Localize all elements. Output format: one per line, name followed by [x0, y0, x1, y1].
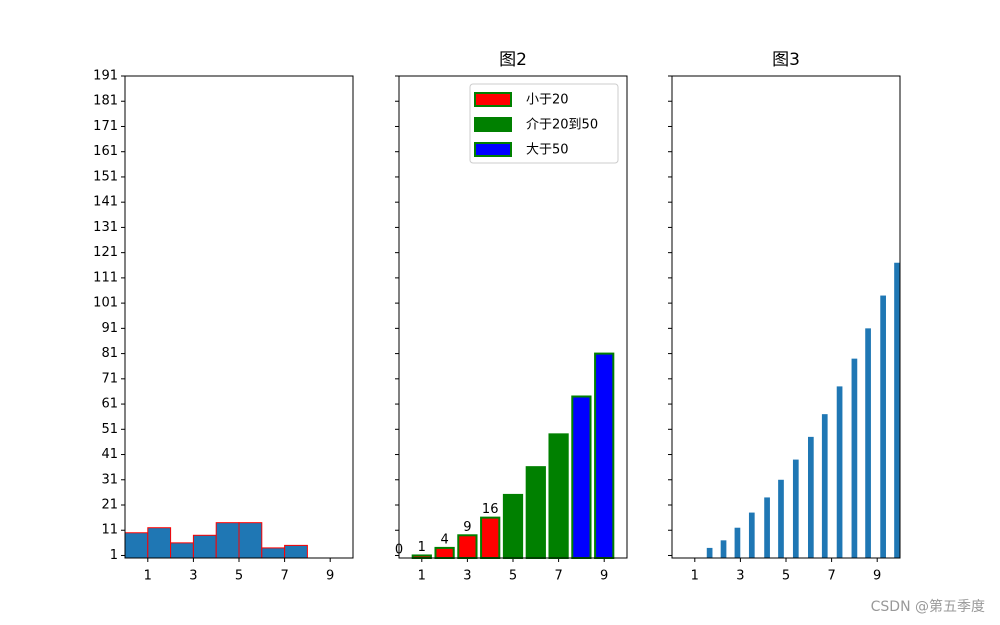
bar [457, 534, 478, 560]
histogram-bar [147, 527, 172, 559]
histogram-bar [192, 534, 217, 559]
y-tick-label: 91 [101, 321, 118, 336]
y-tick-label: 131 [93, 220, 118, 235]
legend-label: 介于20到50 [526, 118, 598, 133]
x-tick-label: 1 [144, 569, 152, 584]
y-tick-label: 1 [110, 548, 118, 563]
legend-label: 小于20 [526, 93, 569, 108]
x-tick-label: 3 [189, 569, 197, 584]
x-tick-label: 5 [235, 569, 243, 584]
legend-swatch [474, 92, 512, 107]
x-tick-label: 7 [280, 569, 288, 584]
y-tick-label: 71 [101, 371, 118, 386]
chart-title: 图2 [499, 50, 527, 70]
histogram-bar [284, 544, 308, 559]
histogram-bar [238, 522, 263, 559]
bar [808, 436, 814, 558]
y-tick-label: 151 [93, 169, 118, 184]
watermark: CSDN @第五季度 [871, 598, 985, 615]
bar [764, 497, 770, 558]
data-label: 9 [463, 520, 471, 535]
y-tick-label: 161 [93, 144, 118, 159]
legend-swatch [474, 117, 512, 132]
histogram-bar [261, 547, 286, 559]
bar [821, 414, 828, 558]
y-tick-label: 11 [101, 523, 118, 538]
y-tick-label: 121 [93, 245, 118, 260]
data-label: 1 [418, 540, 426, 555]
x-tick-label: 3 [463, 569, 471, 584]
x-tick-label: 9 [873, 569, 881, 584]
y-tick-label: 51 [101, 422, 118, 437]
x-tick-label: 9 [600, 569, 608, 584]
y-tick-label: 61 [101, 397, 118, 412]
bar [880, 295, 886, 558]
bar [480, 516, 501, 560]
bar [434, 546, 455, 560]
histogram-bar [215, 522, 240, 559]
y-tick-label: 41 [101, 447, 118, 462]
y-tick-label: 31 [101, 472, 118, 487]
y-tick-label: 171 [93, 119, 118, 134]
x-tick-label: 7 [827, 569, 835, 584]
bar [734, 527, 741, 558]
bar [706, 547, 713, 558]
x-tick-label: 5 [782, 569, 790, 584]
x-tick-label: 1 [418, 569, 426, 584]
axes-frame [671, 75, 901, 559]
bar [720, 540, 727, 558]
histogram-bar [170, 542, 194, 559]
x-tick-label: 5 [509, 569, 517, 584]
bar [594, 352, 615, 559]
y-tick-label: 111 [93, 270, 118, 285]
y-tick-label: 191 [93, 69, 118, 84]
bar [851, 358, 858, 558]
x-tick-label: 1 [691, 569, 699, 584]
data-label: 4 [440, 532, 448, 547]
bar [548, 433, 569, 559]
bar [865, 328, 871, 558]
x-tick-label: 7 [554, 569, 562, 584]
chart-title: 图3 [772, 50, 800, 70]
bar [894, 262, 900, 558]
data-label: 16 [482, 502, 499, 517]
y-tick-label: 81 [101, 346, 118, 361]
legend-label: 大于50 [526, 143, 569, 158]
bar [571, 395, 592, 560]
histogram-bar [124, 532, 149, 559]
y-tick-label: 141 [93, 195, 118, 210]
bar [748, 512, 755, 558]
axes-frame [124, 75, 354, 559]
bar [525, 466, 546, 559]
x-tick-label: 3 [736, 569, 744, 584]
legend-swatch [474, 142, 512, 157]
bar [836, 386, 843, 558]
bar [792, 459, 799, 558]
y-tick-label: 101 [93, 296, 118, 311]
axes-frame [398, 75, 628, 559]
bar [502, 493, 524, 559]
x-tick-label: 9 [326, 569, 334, 584]
y-tick-label: 181 [93, 94, 118, 109]
bar [778, 479, 784, 558]
y-tick-label: 21 [101, 498, 118, 513]
